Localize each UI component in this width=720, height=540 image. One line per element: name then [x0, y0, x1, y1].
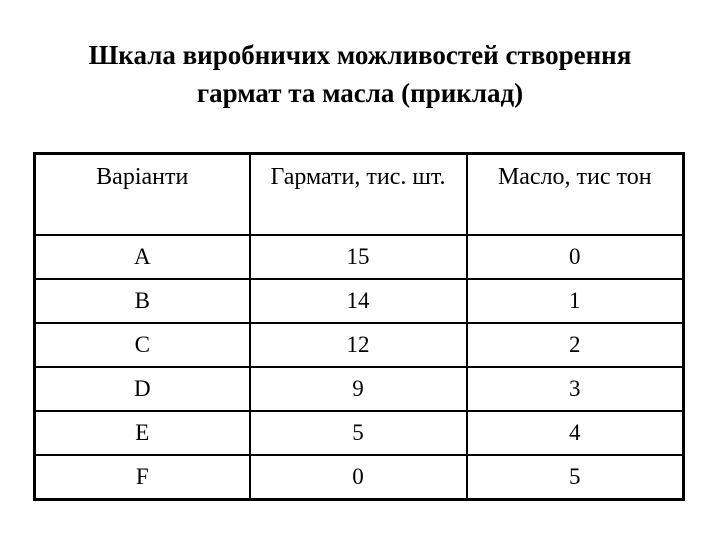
cell-variant: F: [33, 454, 251, 501]
table-header-row: Варіанти Гармати, тис. шт. Масло, тис то…: [33, 152, 685, 236]
table-row: F 0 5: [33, 454, 685, 501]
cell-butter: 4: [465, 410, 685, 456]
cell-variant: C: [33, 322, 251, 368]
cell-butter: 0: [465, 234, 685, 280]
cell-butter: 5: [465, 454, 685, 501]
page-title-line-2: гармат та масла (приклад): [196, 78, 524, 108]
cell-butter: 1: [465, 278, 685, 324]
page-title-line-1: Шкала виробничих можливостей створення: [88, 40, 632, 70]
cell-variant: D: [33, 366, 251, 412]
cell-variant: A: [33, 234, 251, 280]
page-title: Шкала виробничих можливостей створення г…: [0, 36, 720, 112]
table-row: D 9 3: [33, 366, 685, 412]
ppf-table: Варіанти Гармати, тис. шт. Масло, тис то…: [33, 152, 685, 501]
table-row: A 15 0: [33, 234, 685, 280]
header-cell-guns: Гармати, тис. шт.: [248, 152, 468, 236]
cell-guns: 12: [248, 322, 468, 368]
table-row: E 5 4: [33, 410, 685, 456]
cell-guns: 15: [248, 234, 468, 280]
table-row: B 14 1: [33, 278, 685, 324]
cell-guns: 14: [248, 278, 468, 324]
cell-variant: B: [33, 278, 251, 324]
cell-butter: 2: [465, 322, 685, 368]
cell-variant: E: [33, 410, 251, 456]
header-cell-butter: Масло, тис тон: [465, 152, 685, 236]
cell-guns: 9: [248, 366, 468, 412]
cell-guns: 5: [248, 410, 468, 456]
table-row: C 12 2: [33, 322, 685, 368]
header-cell-variants: Варіанти: [33, 152, 251, 236]
cell-guns: 0: [248, 454, 468, 501]
cell-butter: 3: [465, 366, 685, 412]
